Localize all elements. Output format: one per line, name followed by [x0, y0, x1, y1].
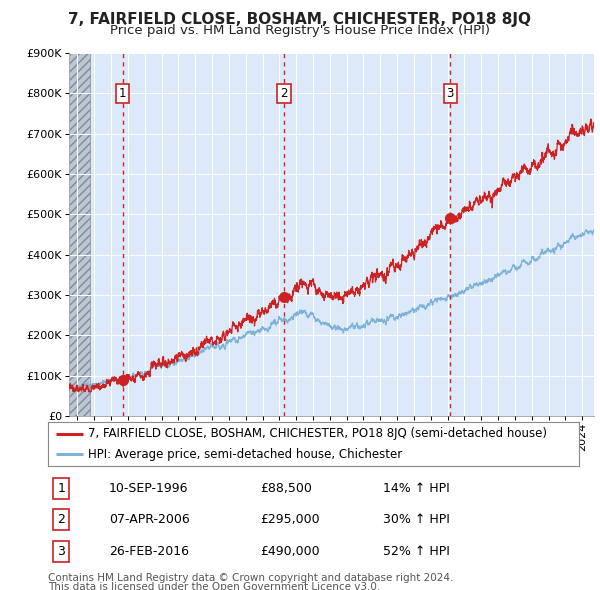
Text: HPI: Average price, semi-detached house, Chichester: HPI: Average price, semi-detached house,…: [88, 448, 402, 461]
Text: 3: 3: [446, 87, 454, 100]
Text: 2: 2: [280, 87, 287, 100]
Text: 3: 3: [58, 545, 65, 558]
Text: £88,500: £88,500: [260, 481, 312, 494]
Bar: [69, 53, 90, 416]
Text: 1: 1: [58, 481, 65, 494]
Text: 30% ↑ HPI: 30% ↑ HPI: [383, 513, 449, 526]
Text: 26-FEB-2016: 26-FEB-2016: [109, 545, 189, 558]
Text: Contains HM Land Registry data © Crown copyright and database right 2024.: Contains HM Land Registry data © Crown c…: [48, 573, 454, 584]
Text: 1: 1: [119, 87, 127, 100]
Text: £490,000: £490,000: [260, 545, 320, 558]
Text: 14% ↑ HPI: 14% ↑ HPI: [383, 481, 449, 494]
Text: 7, FAIRFIELD CLOSE, BOSHAM, CHICHESTER, PO18 8JQ (semi-detached house): 7, FAIRFIELD CLOSE, BOSHAM, CHICHESTER, …: [88, 427, 547, 440]
Text: This data is licensed under the Open Government Licence v3.0.: This data is licensed under the Open Gov…: [48, 582, 380, 590]
Text: 7, FAIRFIELD CLOSE, BOSHAM, CHICHESTER, PO18 8JQ: 7, FAIRFIELD CLOSE, BOSHAM, CHICHESTER, …: [68, 12, 532, 27]
Text: £295,000: £295,000: [260, 513, 320, 526]
Text: Price paid vs. HM Land Registry's House Price Index (HPI): Price paid vs. HM Land Registry's House …: [110, 24, 490, 37]
Text: 52% ↑ HPI: 52% ↑ HPI: [383, 545, 449, 558]
Text: 07-APR-2006: 07-APR-2006: [109, 513, 190, 526]
Bar: [69, 53, 90, 416]
Text: 2: 2: [58, 513, 65, 526]
Text: 10-SEP-1996: 10-SEP-1996: [109, 481, 188, 494]
